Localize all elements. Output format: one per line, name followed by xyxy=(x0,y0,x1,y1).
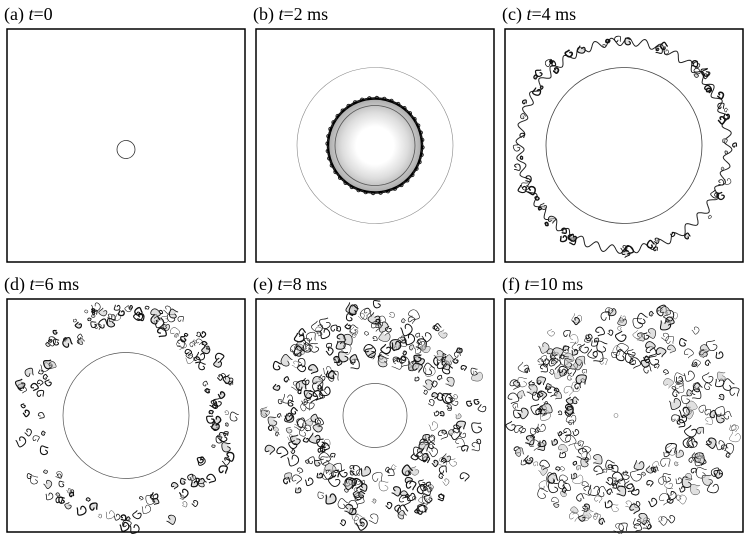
panel-frame xyxy=(7,29,245,262)
curl xyxy=(206,346,209,349)
curl xyxy=(545,222,548,225)
panel-value: =2 ms xyxy=(284,4,329,24)
curl xyxy=(523,100,527,104)
curl xyxy=(314,460,320,466)
figure: (a) t=0 (b) t=2 ms (c) t=4 ms (d) t=6 ms (e)… xyxy=(0,0,753,534)
panel-label: (f) t=10 ms xyxy=(502,274,583,295)
circle xyxy=(328,99,422,193)
panel-frame xyxy=(505,29,743,262)
curl xyxy=(285,473,292,480)
panel-label: (c) t=4 ms xyxy=(502,4,576,25)
panel-label: (e) t=8 ms xyxy=(253,274,327,295)
curl xyxy=(317,473,322,478)
curl xyxy=(295,488,301,493)
panel-label: (d) t=6 ms xyxy=(4,274,79,295)
panel-value: =0 xyxy=(34,4,53,24)
panel-value: =4 ms xyxy=(532,4,577,24)
curl xyxy=(53,330,57,334)
panel: (c) t=4 ms xyxy=(502,4,743,262)
panel: (d) t=6 ms xyxy=(4,274,245,533)
curl xyxy=(675,462,679,466)
curl xyxy=(685,473,691,480)
panel-value: =10 ms xyxy=(530,274,584,294)
curl xyxy=(69,492,73,496)
panel: (a) t=0 xyxy=(4,4,245,262)
panel: (e) t=8 ms xyxy=(253,274,494,532)
curl xyxy=(540,86,543,89)
curl xyxy=(520,156,523,159)
panel: (b) t=2 ms xyxy=(253,4,494,262)
panel: (f) t=10 ms xyxy=(502,274,743,534)
curl xyxy=(222,443,231,452)
panel-frame xyxy=(7,299,245,532)
curl xyxy=(440,412,444,416)
panel-tag: (b) xyxy=(253,4,274,25)
panel-tag: (e) xyxy=(253,274,273,295)
panel-label: (a) t=0 xyxy=(4,4,53,25)
panel-value: =8 ms xyxy=(283,274,328,294)
panel-tag: (d) xyxy=(4,274,25,295)
panel-label: (b) t=2 ms xyxy=(253,4,328,25)
panel-tag: (c) xyxy=(502,4,522,25)
panel-value: =6 ms xyxy=(35,274,80,294)
curl xyxy=(717,372,725,381)
panel-tag: (a) xyxy=(4,4,24,25)
panel-tag: (f) xyxy=(502,274,520,295)
curl xyxy=(593,455,602,465)
